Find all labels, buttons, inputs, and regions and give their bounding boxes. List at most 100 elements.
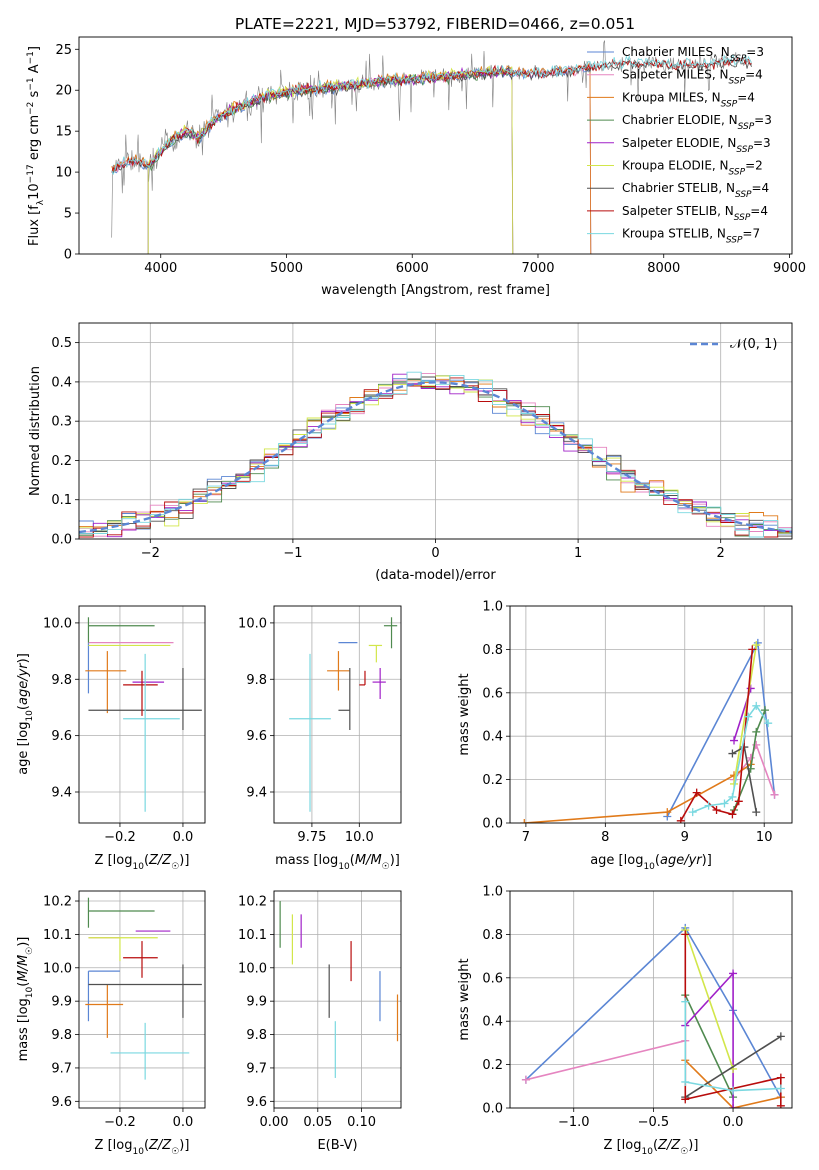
- x-tick-label: 0.10: [347, 1115, 376, 1130]
- label-part: Z/Z: [148, 1138, 172, 1153]
- x-tick-label: 4000: [144, 261, 177, 276]
- marker: [776, 1032, 785, 1041]
- label-part: ☉: [25, 947, 35, 955]
- label-part: (: [350, 853, 355, 868]
- label-part: Flux [f: [27, 205, 42, 246]
- label-part: SSP: [736, 145, 753, 155]
- label-part: SSP: [729, 168, 746, 178]
- x-axis-label: wavelength [Angstrom, rest frame]: [321, 283, 550, 298]
- gridlines: [510, 890, 792, 1109]
- label-part: s: [27, 90, 42, 101]
- label-part: M/M: [16, 955, 31, 982]
- y-tick-label: 0.6: [482, 686, 503, 701]
- series-line: [684, 1059, 781, 1108]
- x-tick-label: −0.2: [104, 830, 136, 845]
- marker: [521, 1075, 530, 1084]
- label-part: Z [log: [95, 853, 133, 868]
- legend-label: Salpeter MILES, NSSP=4: [622, 68, 763, 87]
- y-tick-label: 10.2: [238, 895, 267, 910]
- label-part: )]: [16, 937, 31, 947]
- y-tick-label: 10: [55, 166, 72, 181]
- plot-area: [85, 897, 202, 1080]
- plot-area: [79, 371, 792, 538]
- axes-frame: [78, 322, 793, 540]
- x-tick-label: 9: [681, 830, 689, 845]
- y-tick-label: 0.0: [482, 1102, 503, 1117]
- y-tick-label: 9.6: [246, 1095, 267, 1110]
- legend-label: Kroupa MILES, NSSP=4: [622, 90, 755, 109]
- label-part: mass [log: [16, 998, 31, 1061]
- series-line: [680, 649, 754, 822]
- axes-frame: [273, 605, 402, 824]
- series-line: [111, 54, 752, 176]
- y-tick-label: 9.8: [246, 673, 267, 688]
- label-part: Salpeter ELODIE, N: [622, 136, 736, 150]
- x-tick-label: 0.0: [723, 1115, 744, 1130]
- y-axis-label: mass weight: [457, 673, 472, 755]
- x-tick-label: 10.0: [345, 830, 374, 845]
- label-part: −1: [26, 77, 36, 90]
- marker: [681, 997, 690, 1006]
- series-line: [684, 929, 734, 1070]
- marker: [752, 727, 761, 736]
- y-tick-label: 0.1: [51, 493, 72, 508]
- x-tick-label: −2: [141, 546, 160, 561]
- legend-label: Kroupa STELIB, NSSP=7: [622, 227, 760, 246]
- label-part: M/M: [355, 853, 382, 868]
- y-tick-label: 0: [64, 248, 72, 263]
- series-line: [524, 763, 752, 823]
- y-tick-label: 25: [55, 43, 72, 58]
- label-part: Kroupa STELIB, N: [622, 227, 726, 241]
- label-part: age [log: [16, 722, 31, 775]
- series-line: [684, 971, 734, 1108]
- label-part: −17: [26, 164, 36, 183]
- x-tick-label: 7: [522, 830, 530, 845]
- label-part: )]: [179, 853, 189, 868]
- y-tick-label: 10.1: [43, 928, 72, 943]
- series-line: [733, 644, 758, 785]
- label-part: Kroupa ELODIE, N: [622, 159, 729, 173]
- label-part: (: [16, 982, 31, 987]
- panel-spectrum: 4000 5000 6000 7000 8000 9000 0 5 10 15 20 25 wavele…: [26, 36, 806, 298]
- label-part: (: [144, 853, 149, 868]
- x-tick-label: 2: [717, 546, 725, 561]
- series-line: [147, 65, 514, 254]
- series-line: [666, 640, 776, 817]
- label-part: )]: [702, 853, 712, 868]
- y-tick-label: 0.2: [51, 454, 72, 469]
- label-part: 10: [27, 183, 42, 200]
- label-part: =3: [754, 113, 772, 127]
- y-tick-label: 20: [55, 84, 72, 99]
- label-part: erg cm: [27, 115, 42, 164]
- marker: [752, 641, 761, 650]
- y-tick-label: 9.7: [246, 1061, 267, 1076]
- legend-label: Chabrier STELIB, NSSP=4: [622, 181, 769, 200]
- plot-area: [111, 40, 752, 254]
- marker: [776, 1073, 785, 1082]
- marker: [752, 808, 761, 817]
- marker: [681, 1095, 690, 1104]
- label-part: 10: [25, 710, 35, 722]
- marker: [748, 645, 757, 654]
- marker: [728, 792, 737, 801]
- x-tick-label: 10: [756, 830, 773, 845]
- y-tick-label: 0.8: [482, 643, 503, 658]
- label-part: =4: [745, 68, 763, 82]
- series-line: [684, 1035, 782, 1098]
- legend-label: Kroupa ELODIE, NSSP=2: [622, 159, 763, 178]
- marker: [704, 801, 713, 810]
- marker: [520, 819, 529, 823]
- label-part: Z/Z: [148, 853, 172, 868]
- label-part: mass [log: [275, 853, 338, 868]
- series-line: [111, 65, 592, 254]
- label-part: SSP: [726, 236, 743, 246]
- label-part: Z [log: [95, 1138, 133, 1153]
- label-part: (: [16, 705, 31, 710]
- x-axis-label: E(B-V): [317, 1138, 357, 1153]
- legend-label: Salpeter ELODIE, NSSP=3: [622, 136, 771, 155]
- y-tick-label: 10.0: [43, 616, 72, 631]
- marker: [663, 808, 672, 817]
- label-part: −2: [26, 102, 36, 115]
- panel-age_vs_Z: −0.2 0.09.49.69.810.0Z [log10(Z/Z☉)]age […: [16, 605, 206, 872]
- label-part: SSP: [730, 54, 747, 64]
